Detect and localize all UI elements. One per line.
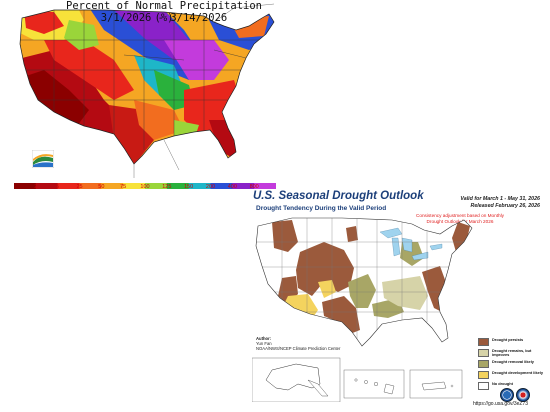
legend-label: Drought removal likely [492, 359, 534, 364]
release-date: Released February 26, 2026 [470, 202, 541, 209]
hawaii-inset [343, 369, 405, 399]
conus-outline [255, 217, 473, 347]
drought-development-area [318, 280, 336, 298]
scale-label: 75 [120, 184, 127, 190]
state-boundaries [256, 218, 472, 340]
legend-label: No drought [492, 381, 513, 386]
mexico-coast [133, 139, 180, 178]
author-org: NOAA/NWS/NCEP Climate Prediction Center [256, 346, 341, 351]
legend-swatch [478, 349, 489, 357]
scale-label: 125 [162, 184, 172, 190]
noaa-logo [500, 388, 514, 402]
drought-persists-area [346, 226, 358, 242]
precipitation-map-graphic [19, 3, 275, 178]
legend-item: Drought remains, but improves [478, 348, 546, 360]
drought-persists-area [272, 220, 298, 252]
valid-period: Valid for March 1 - May 31, 2026 [460, 196, 540, 202]
consistency-note: Consistency adjustment based on Monthly … [415, 213, 505, 224]
drought-improves-area [382, 276, 428, 310]
precip-color-scale [14, 183, 276, 189]
outlook-url[interactable]: https://go.usa.gov/3eZ73 [473, 401, 529, 407]
legend-item: Drought persists [478, 337, 546, 349]
scale-swatch [232, 183, 255, 189]
us-outline [19, 9, 275, 165]
scale-swatch [14, 183, 37, 189]
legend-swatch [478, 360, 489, 368]
precip-map-title: Percent of Normal Precipitation (%) [66, 0, 262, 24]
scale-swatch [210, 183, 233, 189]
scale-label: 400 [227, 184, 237, 190]
legend-swatch [478, 338, 489, 346]
alaska-inset [252, 357, 341, 402]
scale-label: 100 [140, 184, 150, 190]
scale-label: 200 [205, 184, 216, 190]
scale-label: 150 [184, 184, 194, 190]
scale-swatch [57, 183, 80, 189]
drought-legend: Drought persists Drought remains, but imp… [478, 337, 546, 393]
scale-label: 25 [76, 184, 83, 190]
scale-swatch [123, 183, 146, 189]
author-block: Author: Yun Fan NOAA/NWS/NCEP Climate Pr… [256, 336, 340, 351]
scale-swatch [166, 183, 189, 189]
scale-swatch [254, 183, 276, 189]
drought-outlook-map [252, 217, 473, 402]
climate-center-logo [32, 150, 54, 168]
legend-label: Drought persists [492, 337, 524, 342]
scale-swatch [145, 183, 168, 189]
precip-fill-areas [20, 10, 274, 164]
drought-outlook-subtitle: Drought Tendency During the Valid Period [256, 205, 387, 212]
canada-border [213, 3, 275, 23]
legend-swatch [478, 382, 489, 390]
great-lakes [379, 227, 443, 261]
legend-label: Drought development likely [492, 370, 544, 375]
scale-label: 2 [34, 184, 38, 190]
scale-label: 800 [249, 184, 259, 190]
drought-persists-area [322, 296, 360, 334]
drought-outlook-title: U.S. Seasonal Drought Outlook [253, 190, 424, 202]
nws-logo [516, 388, 530, 402]
scale-swatch [79, 183, 102, 189]
drought-persists-area [452, 222, 470, 252]
drought-persists-area [296, 242, 354, 296]
legend-item: Drought removal likely [478, 359, 546, 371]
author-heading: Author: [256, 336, 272, 341]
scale-swatch [35, 183, 58, 189]
puerto-rico-inset [409, 369, 463, 399]
legend-swatch [478, 371, 489, 379]
drought-outlook-dates: Valid for March 1 - May 31, 2026 Release… [460, 196, 540, 209]
scale-label: 5 [56, 184, 60, 190]
legend-item: No drought [478, 381, 546, 393]
precip-map-date-range: 3/1/2026 - 3/14/2026 [100, 12, 228, 24]
scale-swatch [101, 183, 124, 189]
legend-label: Drought remains, but improves [492, 348, 532, 358]
drought-removal-area [348, 274, 376, 308]
precipitation-map: Percent of Normal Precipitation (%) 3/1/… [14, 0, 284, 190]
author-name: Yun Fan [256, 341, 272, 346]
legend-item: Drought development likely [478, 370, 546, 382]
scale-swatch [188, 183, 211, 189]
scale-label: 50 [98, 184, 105, 190]
